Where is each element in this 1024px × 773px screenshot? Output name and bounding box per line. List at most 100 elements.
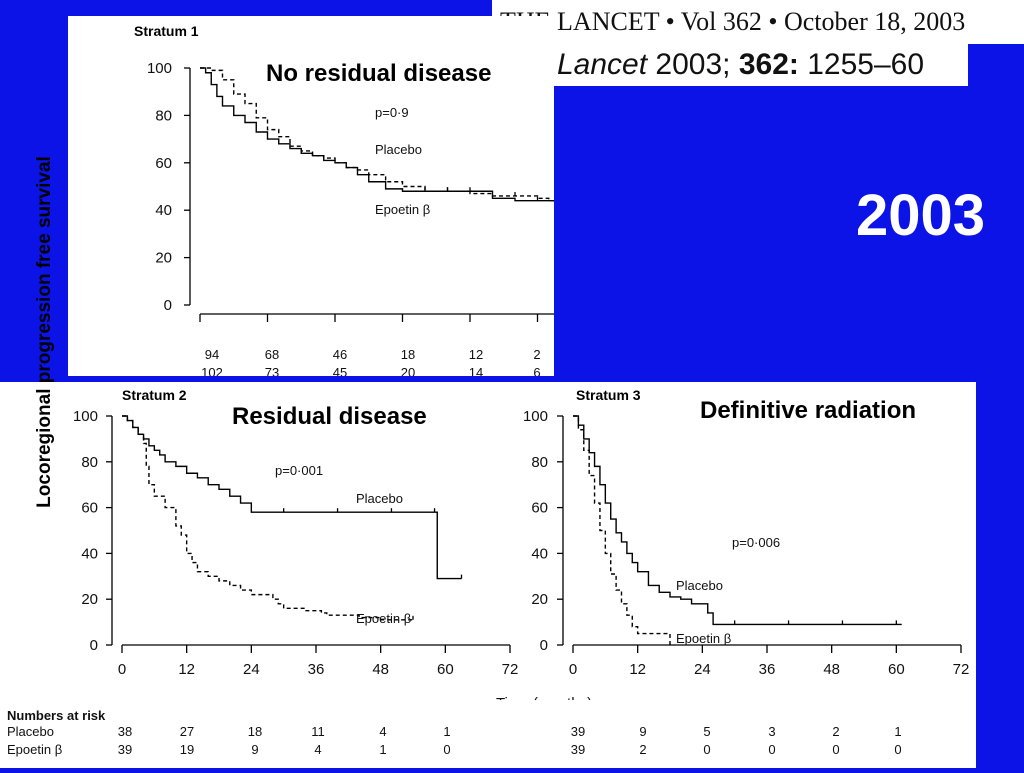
risk-cell: 39 <box>571 742 585 757</box>
placebo-label: Placebo <box>676 578 723 593</box>
risk-row-label: Placebo <box>7 724 54 739</box>
risk-number: 18 <box>401 347 415 362</box>
risk-cell: 1 <box>379 742 386 757</box>
risk-row-label: Epoetin β <box>7 742 62 757</box>
y-tick-label: 80 <box>155 107 172 124</box>
risk-cell: 9 <box>639 724 646 739</box>
citation-pages: 1255–60 <box>807 48 925 81</box>
stratum1-group: 0 20 40 60 80 100 Placebo Epoetin β Stratum 1 No … <box>134 23 606 380</box>
citation: Lancet 2003; 362: 1255–60 <box>553 44 968 86</box>
plot-title: Definitive radiation <box>700 397 916 424</box>
risk-cell: 3 <box>768 724 775 739</box>
epoetin-label: Epoetin β <box>356 611 411 626</box>
x-axis-title: Time (months) <box>496 695 592 700</box>
p-value: p=0·006 <box>732 535 780 550</box>
risk-cell: 0 <box>703 742 710 757</box>
risk-cell: 18 <box>248 724 262 739</box>
y-tick-label: 80 <box>531 454 548 471</box>
stratum2-group: 0 20 40 60 80 100 0 12 24 36 48 60 72 Placebo Epoetin … <box>73 387 518 678</box>
stratum1-panel: 0 20 40 60 80 100 Placebo Epoetin β Stratum 1 No … <box>68 16 606 380</box>
placebo-label: Placebo <box>356 491 403 506</box>
risk-cell: 0 <box>894 742 901 757</box>
x-tick-label: 0 <box>118 661 126 678</box>
risk-number: 14 <box>469 365 483 376</box>
risk-cell: 9 <box>251 742 258 757</box>
risk-cell: 2 <box>832 724 839 739</box>
risk-number: 94 <box>205 347 219 362</box>
y-tick-label: 100 <box>147 60 172 77</box>
citation-volume: 362: <box>738 48 799 81</box>
risk-number: 2 <box>533 347 540 362</box>
risk-cell: 1 <box>443 724 450 739</box>
risk-cell: 0 <box>768 742 775 757</box>
risk-number: 6 <box>533 365 540 376</box>
x-tick-label: 36 <box>308 661 325 678</box>
risk-cell: 2 <box>639 742 646 757</box>
y-tick-label: 0 <box>90 637 98 654</box>
placebo-label: Placebo <box>375 142 422 157</box>
risk-number: 68 <box>265 347 279 362</box>
stratum3-group: 0 20 40 60 80 100 0 12 24 36 48 60 72 Placebo Epoetin … <box>523 387 969 678</box>
risk-number: 46 <box>333 347 347 362</box>
risk-cell: 4 <box>379 724 386 739</box>
citation-year: 2003; <box>655 48 731 81</box>
x-tick-label: 24 <box>243 661 260 678</box>
risk-cell: 0 <box>832 742 839 757</box>
stratum1-chart: 0 20 40 60 80 100 Placebo Epoetin β Stratum 1 No … <box>134 23 606 380</box>
p-value: p=0·9 <box>375 105 409 120</box>
plot-title: Residual disease <box>232 403 427 430</box>
y-tick-label: 40 <box>155 202 172 219</box>
y-tick-label: 60 <box>155 155 172 172</box>
risk-cell: 38 <box>118 724 132 739</box>
x-tick-label: 36 <box>759 661 776 678</box>
risk-cell: 39 <box>118 742 132 757</box>
risk-cell: 19 <box>180 742 194 757</box>
stratum-label: Stratum 1 <box>134 23 199 39</box>
x-tick-label: 24 <box>694 661 711 678</box>
y-tick-label: 20 <box>155 250 172 267</box>
x-tick-label: 48 <box>372 661 389 678</box>
risk-cell: 39 <box>571 724 585 739</box>
risk-number: 73 <box>265 365 279 376</box>
risk-table: Numbers at risk Placebo 38 27 18 11 4 1 39 9 5 3 2 1 E… <box>0 700 976 768</box>
y-tick-label: 0 <box>164 297 172 314</box>
epoetin-label: Epoetin β <box>676 631 731 646</box>
journal-header: THE LANCET • Vol 362 • October 18, 2003 <box>492 0 1024 44</box>
risk-cell: 27 <box>180 724 194 739</box>
stratum-label: Stratum 2 <box>122 387 187 403</box>
year-label: 2003 <box>856 183 986 248</box>
risk-cell: 4 <box>314 742 321 757</box>
risk-number: 20 <box>401 365 415 376</box>
y-tick-label: 0 <box>540 637 548 654</box>
p-value: p=0·001 <box>275 463 323 478</box>
risk-cell: 0 <box>443 742 450 757</box>
epoetin-curve <box>200 67 572 237</box>
epoetin-curve <box>122 415 413 621</box>
risk-number: 102 <box>201 365 223 376</box>
y-tick-label: 60 <box>81 500 98 517</box>
x-tick-label: 60 <box>888 661 905 678</box>
y-tick-label: 40 <box>531 545 548 562</box>
risk-number: 45 <box>333 365 347 376</box>
stratum-label: Stratum 3 <box>576 387 641 403</box>
placebo-curve <box>573 415 902 626</box>
x-tick-label: 72 <box>953 661 970 678</box>
y-tick-label: 60 <box>531 500 548 517</box>
risk-cell: 1 <box>894 724 901 739</box>
y-tick-label: 80 <box>81 454 98 471</box>
y-tick-label: 100 <box>73 408 98 425</box>
y-tick-label: 20 <box>531 591 548 608</box>
lower-panel: 0 20 40 60 80 100 0 12 24 36 48 60 72 Placebo Epoetin … <box>0 382 976 700</box>
risk-cell: 11 <box>311 724 325 739</box>
epoetin-curve <box>573 415 671 645</box>
stratum1-risk-numbers: 94 68 46 18 12 2 102 73 45 20 14 6 <box>201 347 540 380</box>
x-tick-label: 72 <box>502 661 519 678</box>
x-tick-label: 48 <box>823 661 840 678</box>
y-tick-label: 100 <box>523 408 548 425</box>
citation-journal: Lancet <box>557 48 648 81</box>
x-tick-label: 12 <box>178 661 195 678</box>
x-tick-label: 0 <box>569 661 577 678</box>
y-tick-label: 20 <box>81 591 98 608</box>
x-tick-label: 12 <box>629 661 646 678</box>
